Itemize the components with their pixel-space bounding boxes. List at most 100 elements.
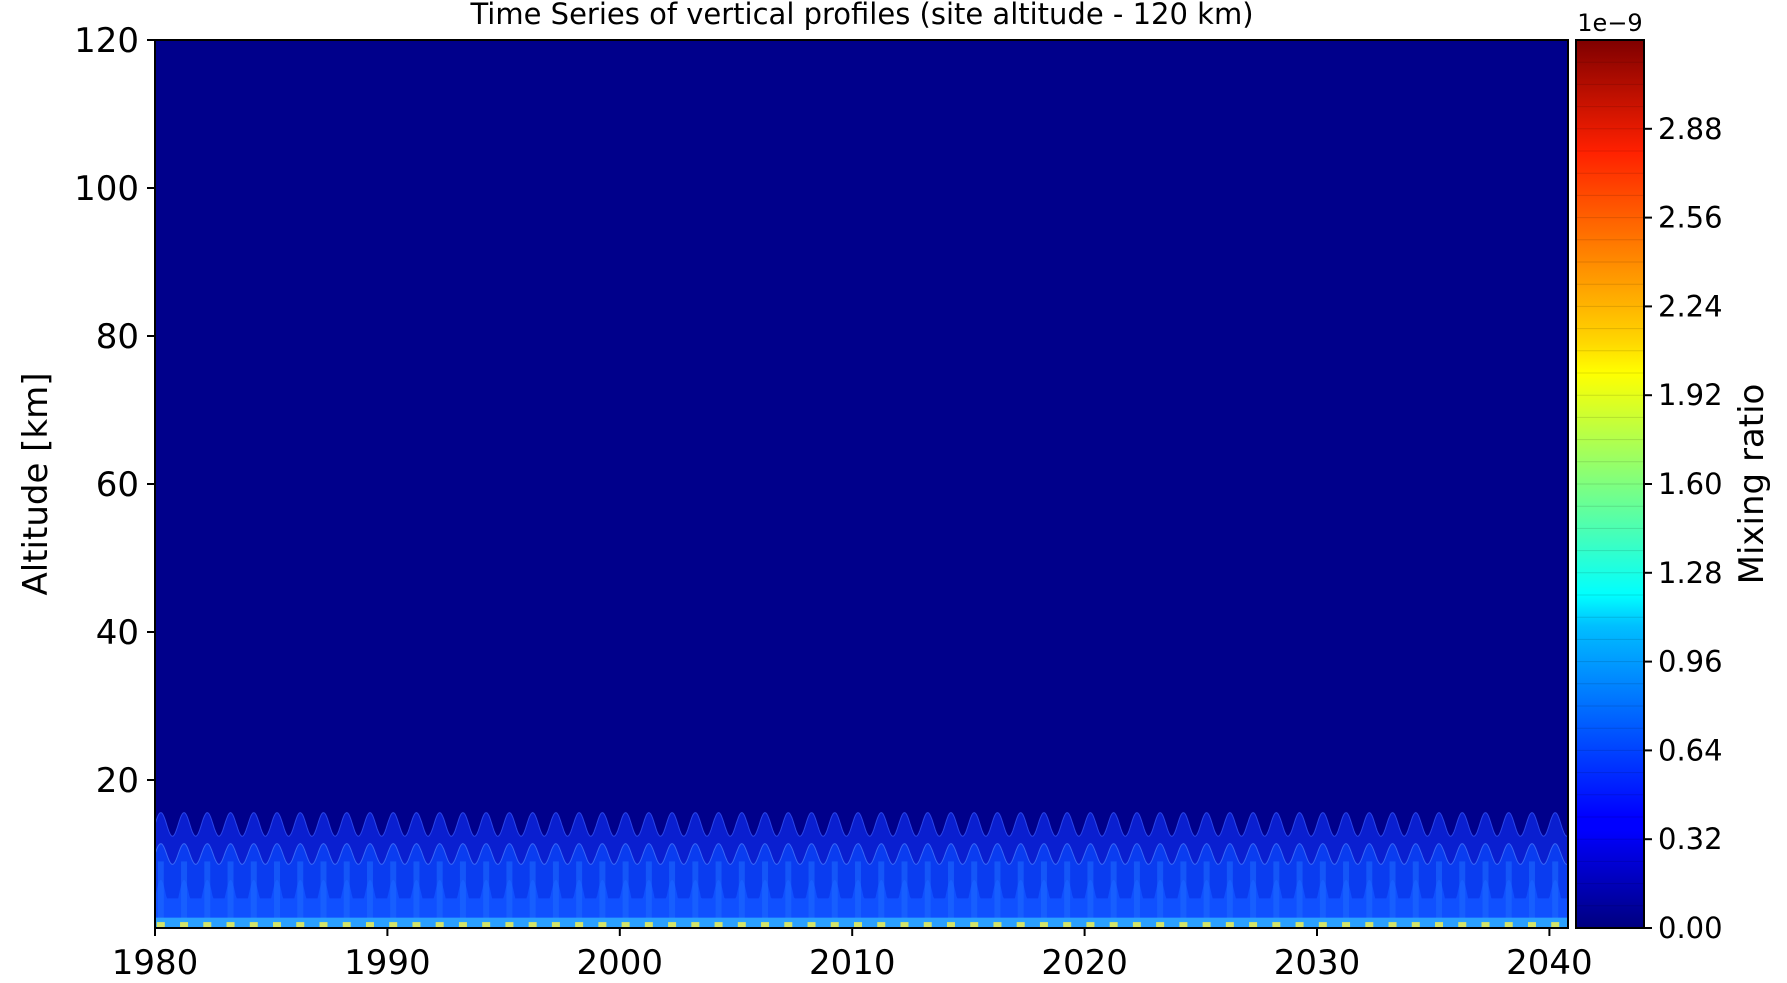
seasonal-streak [622,861,629,928]
surface-peak [1435,922,1444,928]
seasonal-streak [1226,861,1233,928]
seasonal-streak [924,861,931,928]
surface-peak [180,922,189,928]
seasonal-streak [1505,861,1512,928]
surface-peak [1342,922,1351,928]
surface-peak [156,922,165,928]
colorbar-ticks: 0.00 0.32 0.64 0.96 1.28 1.60 1.92 2.24 2.56 2.88 [1644,112,1723,945]
surface-peak [668,922,677,928]
surface-peak [342,922,351,928]
seasonal-streak [669,861,676,928]
surface-peak [249,922,258,928]
seasonal-streak [1157,861,1164,928]
seasonal-streak [1273,861,1280,928]
seasonal-streak [1436,861,1443,928]
seasonal-streak [1528,861,1535,928]
y-tick-label: 60 [96,465,139,505]
seasonal-streak [855,861,862,928]
surface-peak [1365,922,1374,928]
x-tick-label: 2000 [577,943,664,983]
y-axis-label: Altitude [km] [16,372,56,595]
y-tick-label: 120 [74,21,139,61]
x-tick-label: 1990 [344,943,431,983]
surface-peak [854,922,863,928]
surface-peak [435,922,444,928]
surface-peak [505,922,514,928]
seasonal-streak [1366,861,1373,928]
surface-peak [1156,922,1165,928]
seasonal-streak [1040,861,1047,928]
surface-peak [993,922,1002,928]
colorbar-label: Mixing ratio [1732,384,1772,585]
seasonal-streak [645,861,652,928]
seasonal-streak [831,861,838,928]
seasonal-streak [1087,861,1094,928]
y-tick-label: 20 [96,761,139,801]
seasonal-streak [901,861,908,928]
surface-peak [1179,922,1188,928]
colorbar: 0.00 0.32 0.64 0.96 1.28 1.60 1.92 2.24 2.56 2.88… [1575,9,1772,945]
colorbar-tick-label: 0.00 [1658,911,1723,945]
seasonal-streak [1412,861,1419,928]
surface-peak [1272,922,1281,928]
seasonal-streak [738,861,745,928]
seasonal-streak [785,861,792,928]
surface-peak [1318,922,1327,928]
surface-peak [1504,922,1513,928]
surface-peak [1411,922,1420,928]
surface-peak [1086,922,1095,928]
y-tick-label: 80 [96,317,139,357]
x-axis: 1980 1990 2000 2010 2020 2030 2040 [112,928,1593,983]
seasonal-streak [1343,861,1350,928]
y-axis: 20 40 60 80 100 120 [74,21,155,801]
surface-peak [528,922,537,928]
surface-peak [877,922,886,928]
seasonal-streak [1180,861,1187,928]
seasonal-streak [1482,861,1489,928]
chart-title: Time Series of vertical profiles (site a… [469,0,1253,31]
surface-peak [1132,922,1141,928]
surface-peak [296,922,305,928]
seasonal-streak [947,861,954,928]
seasonal-streak [1133,861,1140,928]
x-tick-label: 2020 [1041,943,1128,983]
colorbar-gradient [1576,40,1644,928]
colorbar-tick-label: 1.60 [1658,467,1723,501]
surface-peak [807,922,816,928]
seasonal-streak [343,861,350,928]
colorbar-tick-label: 2.24 [1658,289,1723,323]
surface-peak [970,922,979,928]
contour-line [154,843,1569,865]
surface-peak [1039,922,1048,928]
x-tick-label: 1980 [112,943,199,983]
seasonal-streak [436,861,443,928]
surface-peak [365,922,374,928]
x-tick-label: 2030 [1274,943,1361,983]
surface-peak [1109,922,1118,928]
surface-peak [389,922,398,928]
seasonal-streak [576,861,583,928]
surface-peak [737,922,746,928]
surface-peak [714,922,723,928]
surface-peak [319,922,328,928]
surface-peak [1295,922,1304,928]
seasonal-streak [204,861,211,928]
surface-peak [226,922,235,928]
y-tick-label: 40 [96,613,139,653]
surface-peak [598,922,607,928]
seasonal-streak [320,861,327,928]
seasonal-streak [1319,861,1326,928]
surface-peak [458,922,467,928]
colorbar-tick-label: 1.92 [1658,378,1723,412]
plot-area [155,40,1568,928]
seasonal-streak [250,861,257,928]
surface-peak [575,922,584,928]
surface-peak [900,922,909,928]
colorbar-tick-label: 0.96 [1658,645,1723,679]
surface-peak [784,922,793,928]
low-altitude-layer [154,812,1569,928]
surface-peak [1063,922,1072,928]
y-tick-label: 100 [74,169,139,209]
surface-peak [1016,922,1025,928]
